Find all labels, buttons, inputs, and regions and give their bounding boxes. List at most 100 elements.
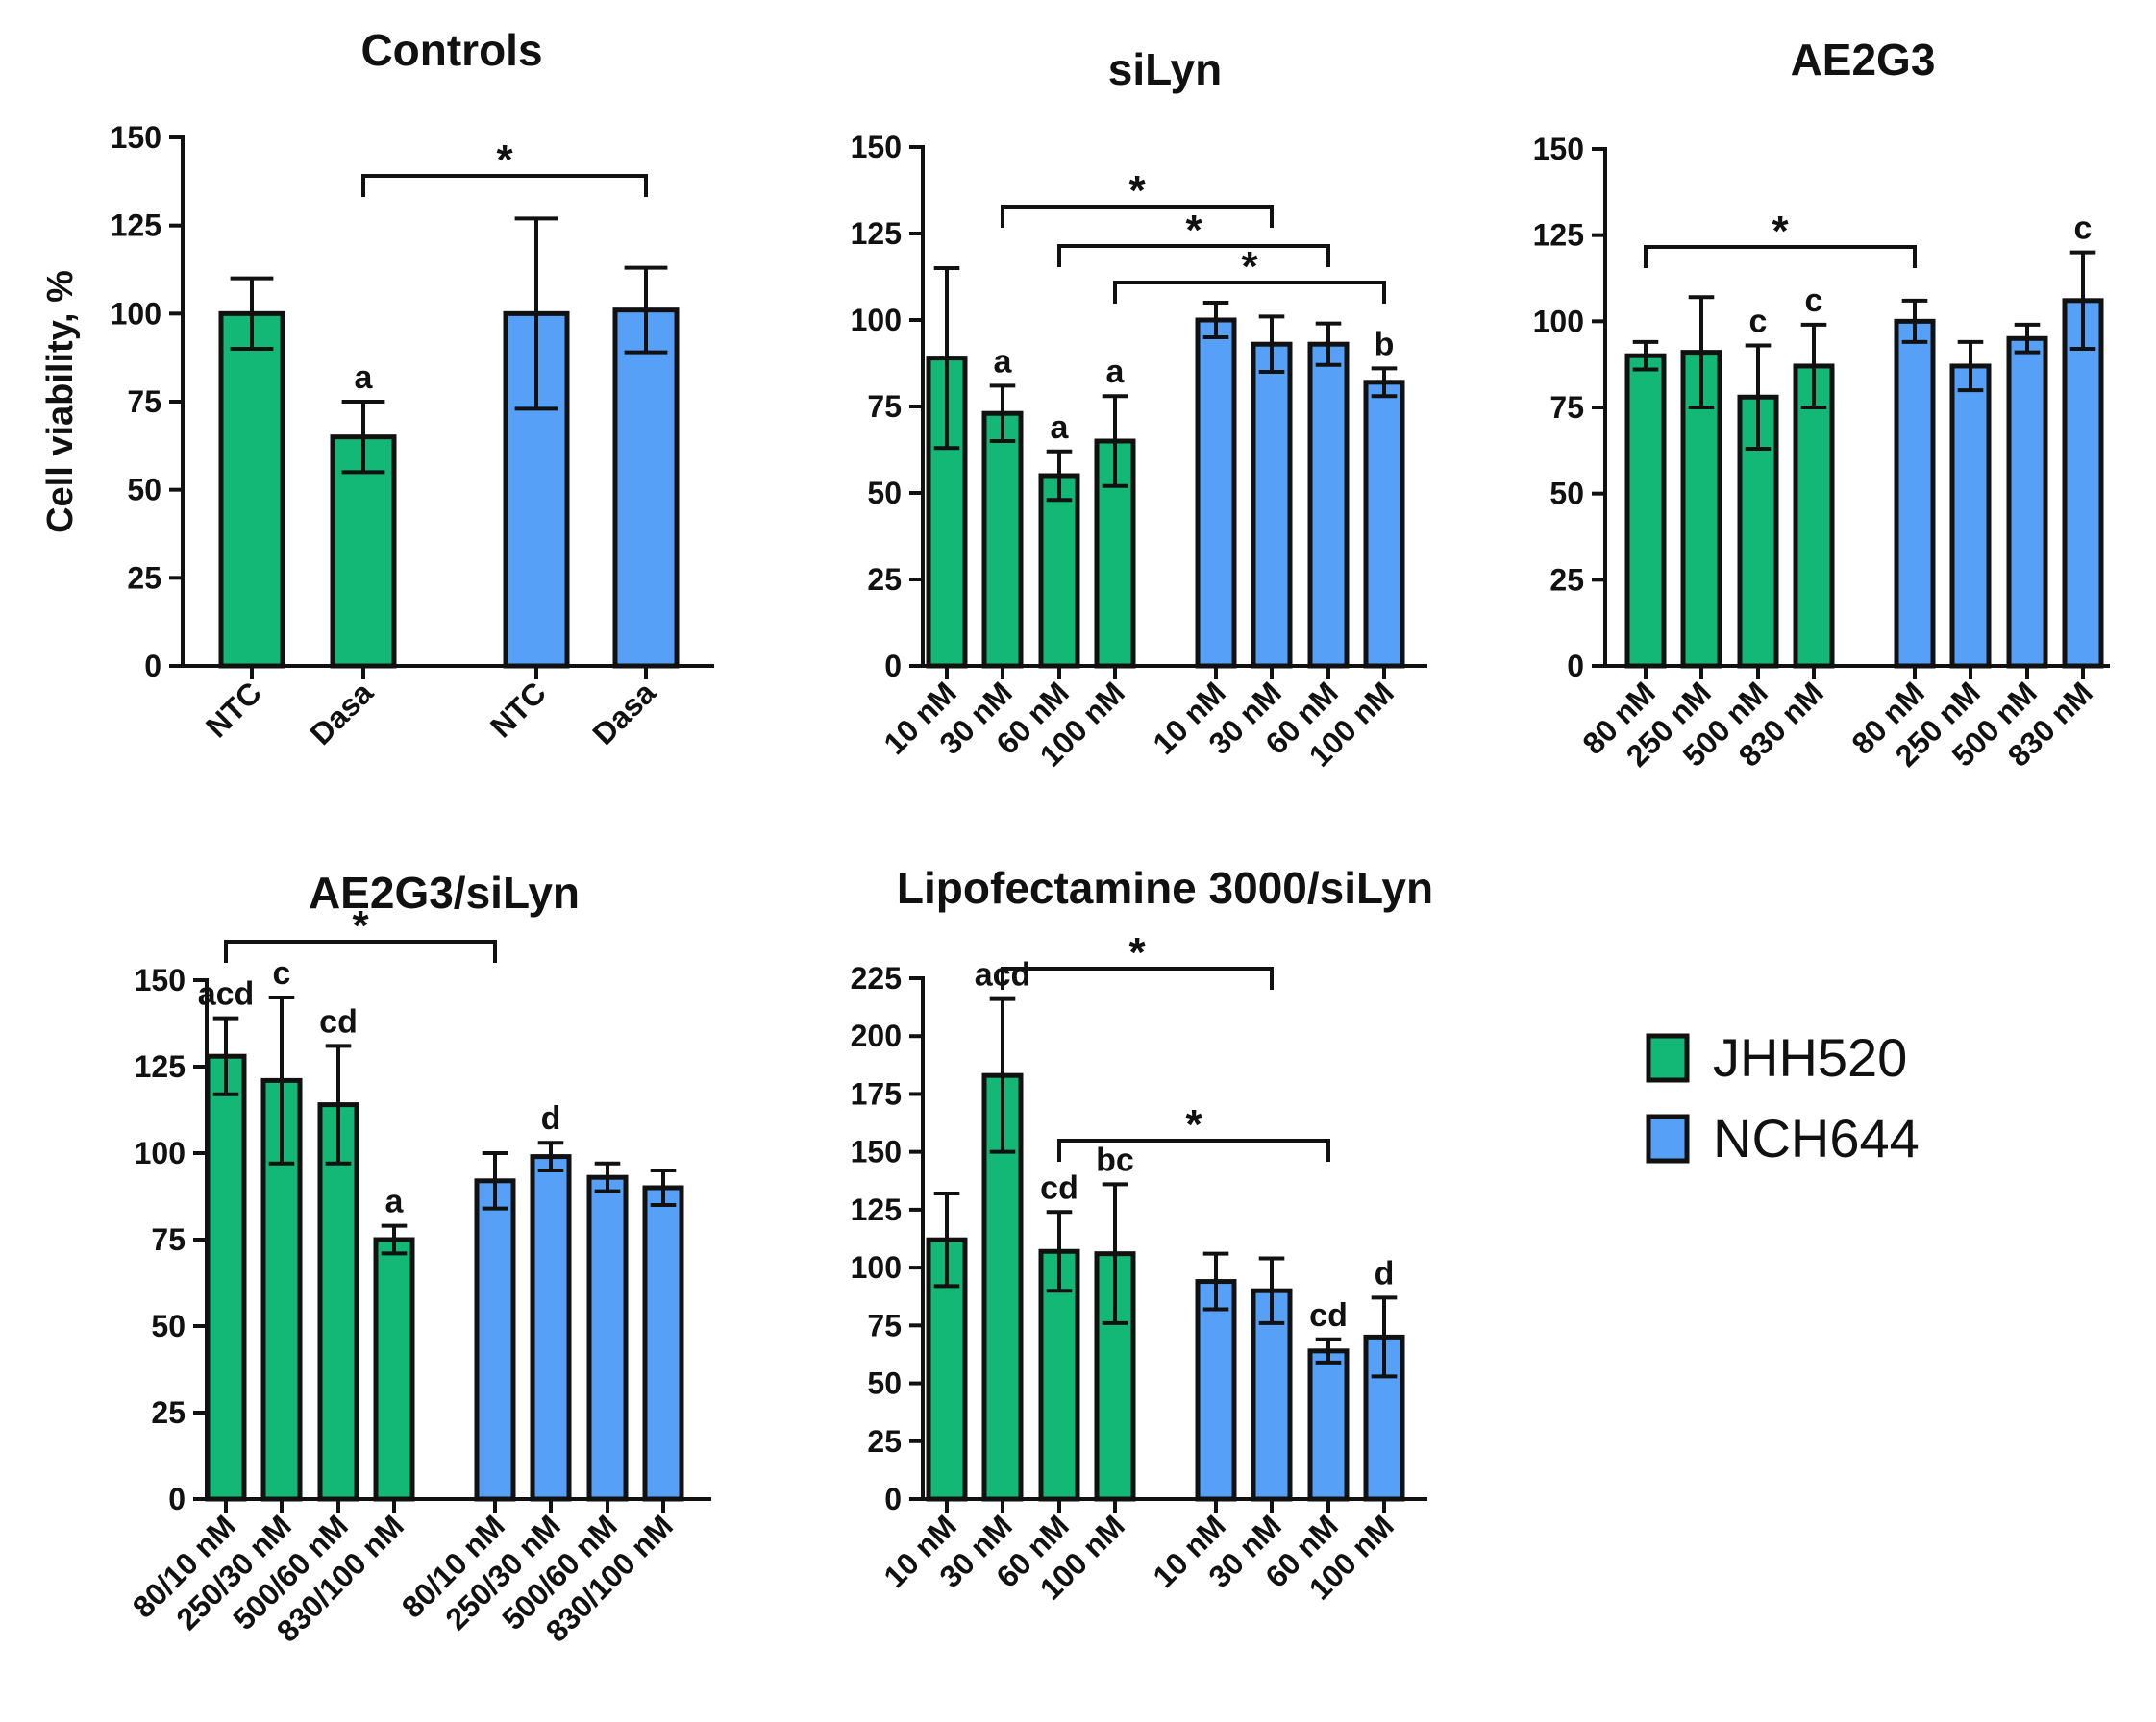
y-tick-label: 75 <box>867 1308 902 1342</box>
y-tick-label: 175 <box>851 1076 902 1111</box>
y-tick-label: 150 <box>1533 132 1584 166</box>
bar <box>1793 363 1835 669</box>
bar <box>218 310 285 669</box>
significance-letter: b <box>1375 326 1395 362</box>
bar <box>373 1237 415 1502</box>
significance-letter: cd <box>319 1003 358 1040</box>
y-tick-label: 150 <box>111 120 161 155</box>
significance-star: * <box>1185 1101 1202 1148</box>
bar <box>205 1053 247 1502</box>
significance-letter: c <box>1805 283 1823 319</box>
chart-title: Controls <box>360 25 542 75</box>
y-tick-label: 50 <box>867 1366 902 1401</box>
bar <box>2062 298 2104 669</box>
significance-bracket <box>224 940 497 963</box>
y-tick-label: 125 <box>111 209 161 243</box>
chart-title: AE2G3/siLyn <box>309 868 580 918</box>
y-tick-label: 25 <box>127 560 161 595</box>
x-tick-label: NTC <box>483 675 553 744</box>
significance-star: * <box>1241 243 1258 290</box>
bar <box>330 434 397 669</box>
significance-letter: bc <box>1096 1142 1134 1178</box>
y-tick-label: 50 <box>1549 477 1584 511</box>
significance-bracket <box>1001 967 1274 990</box>
y-tick-label: 0 <box>168 1482 186 1516</box>
legend-label-nch644: NCH644 <box>1713 1108 1920 1168</box>
y-tick-label: 150 <box>135 963 186 997</box>
y-tick-label: 100 <box>1533 304 1584 338</box>
y-tick-label: 125 <box>1533 218 1584 253</box>
y-tick-label: 50 <box>151 1309 186 1343</box>
bar <box>642 1185 684 1502</box>
x-tick-label: Dasa <box>585 675 662 751</box>
significance-letter: c <box>1749 303 1768 339</box>
bar <box>530 1154 572 1502</box>
significance-letter: a <box>994 343 1013 380</box>
bar <box>1307 1348 1350 1502</box>
significance-letter: a <box>1106 354 1126 390</box>
significance-letter: d <box>1375 1255 1395 1292</box>
chart-panel-1: Controls 0 25 50 75 100 125 150 Cell viability, … <box>40 25 714 751</box>
y-tick-label: 0 <box>144 649 161 683</box>
bar <box>1251 341 1293 669</box>
bar <box>1195 317 1237 669</box>
bar <box>2006 335 2048 669</box>
significance-star: * <box>1185 207 1202 254</box>
legend: JHH520 NCH644 <box>1646 1027 1920 1168</box>
y-tick-label: 25 <box>867 562 902 597</box>
y-tick-label: 125 <box>851 216 902 251</box>
bar <box>1624 353 1667 669</box>
significance-letter: acd <box>198 976 255 1013</box>
y-tick-label: 150 <box>851 130 902 164</box>
y-tick-label: 50 <box>127 473 161 507</box>
y-tick-label: 225 <box>851 961 902 996</box>
significance-star: * <box>1128 929 1146 976</box>
y-tick-label: 100 <box>111 296 161 331</box>
significance-letter: cd <box>1040 1169 1078 1206</box>
y-tick-label: 125 <box>851 1193 902 1227</box>
y-tick-label: 25 <box>1549 562 1584 597</box>
chart-title: AE2G3 <box>1791 35 1936 85</box>
y-axis-label: Cell viability, % <box>40 270 81 533</box>
significance-bracket <box>361 174 648 197</box>
significance-star: * <box>1772 208 1789 255</box>
y-tick-label: 0 <box>1567 649 1584 683</box>
y-tick-label: 100 <box>135 1136 186 1170</box>
significance-star: * <box>496 136 513 184</box>
y-tick-label: 75 <box>867 389 902 424</box>
chart-title: siLyn <box>1108 44 1222 94</box>
chart-title: Lipofectamine 3000/siLyn <box>897 863 1433 913</box>
bar <box>1195 1279 1237 1502</box>
bar <box>503 310 570 669</box>
bar <box>317 1102 359 1502</box>
significance-bracket <box>1057 244 1330 267</box>
bar <box>1038 473 1080 669</box>
bar <box>474 1178 516 1502</box>
y-tick-label: 150 <box>851 1135 902 1169</box>
significance-letter: a <box>385 1184 405 1220</box>
bar <box>1307 341 1350 669</box>
y-tick-label: 50 <box>867 476 902 510</box>
y-tick-label: 0 <box>884 649 902 683</box>
significance-bracket <box>1644 245 1917 268</box>
y-tick-label: 200 <box>851 1019 902 1053</box>
y-tick-label: 75 <box>127 384 161 419</box>
legend-swatch-nch644 <box>1646 1114 1690 1164</box>
y-tick-label: 125 <box>135 1049 186 1084</box>
y-tick-label: 100 <box>851 1250 902 1285</box>
bar <box>1949 363 1992 669</box>
significance-star: * <box>352 902 369 949</box>
legend-swatch-jhh520 <box>1646 1033 1690 1083</box>
y-tick-label: 75 <box>151 1222 186 1257</box>
bar <box>586 1174 629 1502</box>
y-tick-label: 25 <box>867 1424 902 1459</box>
significance-bracket <box>1001 205 1274 228</box>
x-tick-label: NTC <box>199 675 268 744</box>
significance-letter: c <box>273 955 291 992</box>
y-tick-label: 75 <box>1549 390 1584 425</box>
significance-letter: a <box>355 359 374 396</box>
